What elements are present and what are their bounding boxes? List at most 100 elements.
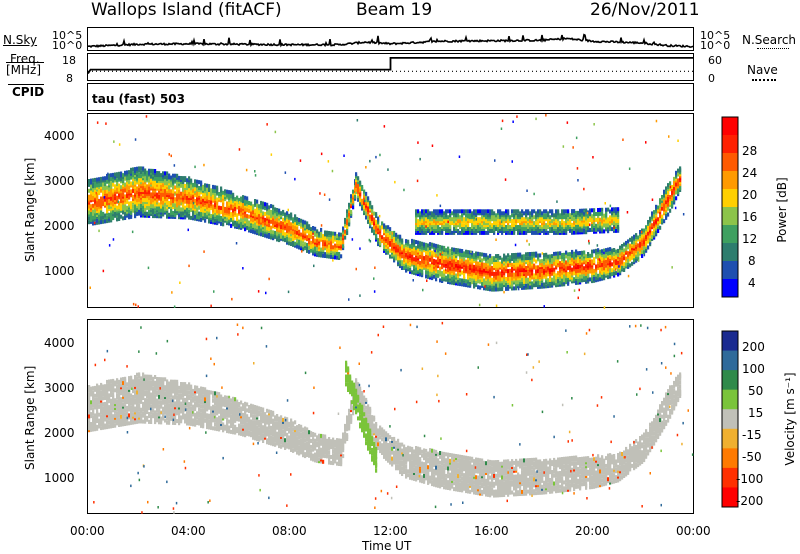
power-cell-band-2 — [551, 219, 554, 224]
power-cell-band-2 — [463, 209, 466, 214]
power-cell-band-0 — [214, 193, 217, 198]
power-cell-band-2 — [597, 211, 600, 216]
power-cell-band-1 — [613, 265, 616, 270]
power-cell-band-1 — [437, 270, 440, 274]
power-cell-band-0 — [88, 220, 91, 225]
power-cell-band-0 — [152, 168, 155, 173]
power-cell-band-1 — [419, 251, 422, 255]
power-cell-band-0 — [150, 208, 153, 213]
power-cell-band-0 — [292, 231, 295, 236]
power-cell-band-1 — [647, 239, 650, 244]
power-cell-band-0 — [174, 197, 177, 202]
power-cell-band-2 — [433, 223, 436, 228]
power-scatter-cell — [254, 174, 257, 177]
power-cell-band-0 — [204, 218, 207, 223]
power-cell-band-2 — [571, 211, 574, 216]
power-scatter-cell — [533, 192, 535, 196]
power-cell-band-0 — [126, 184, 129, 189]
power-cell-band-1 — [577, 257, 580, 262]
nsky-tick-top: 10^5 — [52, 29, 83, 42]
power-cell-band-1 — [639, 230, 642, 234]
power-scatter-cell — [655, 119, 658, 123]
power-cell-band-1 — [471, 254, 474, 259]
power-cell-band-0 — [124, 204, 127, 209]
power-cell-band-0 — [244, 205, 247, 210]
power-cell-band-1 — [561, 272, 564, 277]
power-cell-band-0 — [288, 241, 291, 246]
power-cell-band-1 — [633, 250, 636, 255]
power-cell-band-0 — [146, 170, 149, 175]
power-cell-band-0 — [274, 223, 277, 228]
power-cell-band-1 — [555, 283, 558, 288]
power-cell-band-0 — [122, 173, 125, 178]
power-cell-band-0 — [222, 218, 225, 223]
power-cell-band-1 — [597, 273, 600, 278]
power-cell-band-0 — [88, 200, 91, 205]
power-cell-band-1 — [479, 256, 482, 261]
power-cell-band-1 — [439, 258, 442, 263]
power-scatter-cell — [331, 169, 334, 173]
power-scatter-cell — [586, 211, 589, 215]
power-cell-band-1 — [613, 271, 616, 276]
power-cell-band-1 — [583, 276, 586, 281]
power-cell-band-1 — [617, 260, 620, 265]
power-cell-band-0 — [248, 201, 251, 205]
power-cell-band-0 — [102, 176, 105, 181]
power-cell-band-0 — [88, 216, 91, 221]
power-cell-band-0 — [240, 196, 243, 201]
power-cell-band-0 — [196, 183, 199, 188]
power-cell-band-0 — [230, 190, 233, 195]
power-cell-band-1 — [407, 239, 410, 244]
power-cell-band-1 — [539, 273, 542, 277]
power-cell-band-2 — [569, 228, 572, 233]
power-cell-band-0 — [332, 235, 335, 240]
power-cell-band-0 — [100, 188, 103, 193]
power-scatter-cell — [299, 159, 302, 162]
power-cell-band-1 — [383, 229, 386, 234]
power-cell-band-1 — [423, 256, 426, 261]
power-cell-band-2 — [561, 223, 564, 228]
power-ytick-2000: 2000 — [44, 219, 75, 233]
power-cell-band-0 — [294, 230, 297, 234]
power-cell-band-1 — [597, 248, 600, 253]
power-cell-band-0 — [314, 238, 317, 243]
power-cell-band-0 — [198, 186, 201, 190]
power-cell-band-2 — [443, 221, 446, 226]
power-cell-band-1 — [381, 221, 384, 226]
power-cell-band-0 — [118, 215, 121, 219]
power-cell-band-2 — [425, 217, 428, 222]
power-cell-band-1 — [443, 259, 446, 264]
power-cell-band-1 — [443, 263, 446, 268]
power-scatter-cell — [615, 268, 617, 271]
power-cell-band-2 — [563, 209, 566, 214]
power-cell-band-0 — [320, 251, 323, 256]
power-cell-band-2 — [601, 215, 604, 220]
power-cell-band-2 — [563, 223, 566, 228]
power-scatter-cell — [431, 144, 434, 147]
power-cell-band-1 — [493, 256, 496, 261]
power-scatter-cell — [328, 198, 331, 201]
power-cell-band-2 — [493, 215, 496, 220]
power-cell-band-2 — [487, 227, 490, 231]
power-cell-band-0 — [150, 178, 153, 183]
power-cell-band-1 — [625, 240, 628, 245]
power-cell-band-0 — [346, 209, 349, 214]
power-cell-band-2 — [477, 225, 480, 229]
power-cell-band-0 — [308, 224, 311, 229]
power-cell-band-1 — [549, 262, 552, 267]
power-cell-band-1 — [545, 252, 548, 257]
power-cell-band-2 — [499, 209, 502, 214]
power-cell-band-0 — [162, 183, 165, 188]
power-cell-band-0 — [94, 193, 97, 198]
power-cell-band-1 — [565, 272, 568, 277]
power-cell-band-0 — [160, 204, 163, 209]
power-cell-band-1 — [407, 267, 410, 272]
power-cell-band-1 — [577, 251, 580, 256]
power-cell-band-1 — [561, 278, 564, 283]
power-cell-band-1 — [495, 275, 498, 280]
power-cell-band-1 — [505, 265, 508, 270]
power-cell-band-1 — [469, 281, 472, 286]
power-cell-band-2 — [613, 213, 616, 218]
power-cell-band-1 — [671, 200, 674, 205]
power-cell-band-1 — [451, 280, 454, 285]
